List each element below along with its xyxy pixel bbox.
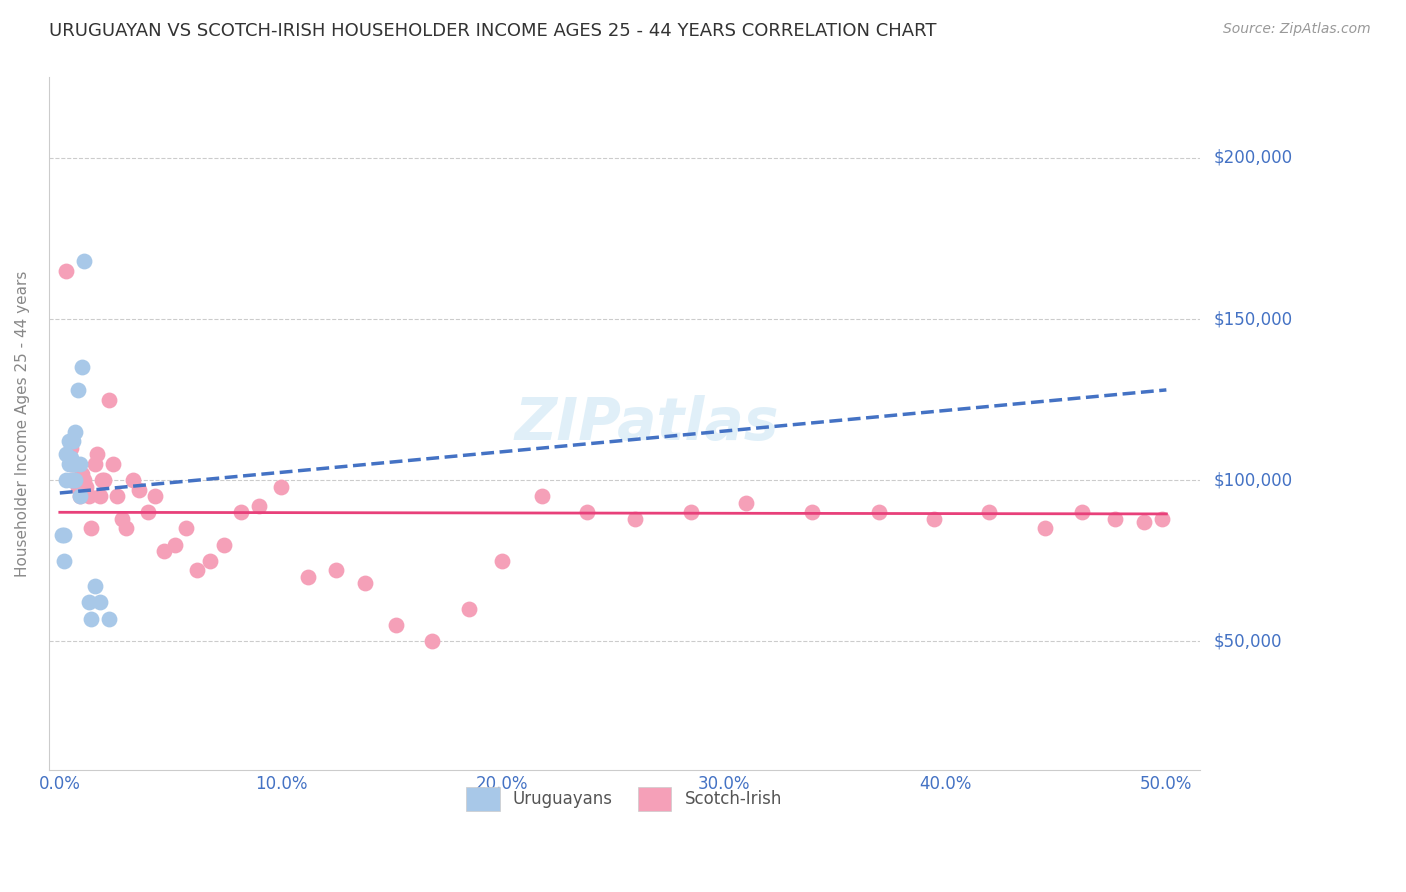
Point xyxy=(66,479,89,493)
Point xyxy=(66,383,89,397)
Point xyxy=(62,434,84,449)
Point xyxy=(325,563,347,577)
Point xyxy=(186,563,208,577)
Point xyxy=(89,489,111,503)
Point xyxy=(247,499,270,513)
Point xyxy=(734,495,756,509)
Point xyxy=(55,263,77,277)
Point xyxy=(86,447,108,461)
Point xyxy=(105,489,128,503)
Point xyxy=(1071,505,1094,519)
Text: Source: ZipAtlas.com: Source: ZipAtlas.com xyxy=(1223,22,1371,37)
Point xyxy=(59,473,82,487)
Point xyxy=(58,457,80,471)
Point xyxy=(65,473,87,487)
Point xyxy=(458,602,481,616)
Point xyxy=(115,521,138,535)
Point xyxy=(270,479,292,493)
Text: $150,000: $150,000 xyxy=(1213,310,1292,328)
Point xyxy=(84,457,107,471)
Point xyxy=(979,505,1001,519)
Point xyxy=(174,521,197,535)
Point xyxy=(90,473,112,487)
Point xyxy=(385,618,408,632)
Point xyxy=(53,553,76,567)
Point xyxy=(93,473,115,487)
Point xyxy=(65,457,87,471)
Point xyxy=(101,457,124,471)
Point xyxy=(55,473,77,487)
Point xyxy=(922,512,945,526)
Point xyxy=(801,505,824,519)
Point xyxy=(231,505,253,519)
Point xyxy=(143,489,166,503)
Point xyxy=(77,595,100,609)
Point xyxy=(59,441,82,455)
Point xyxy=(73,473,96,487)
Point xyxy=(62,473,84,487)
Legend: Uruguayans, Scotch-Irish: Uruguayans, Scotch-Irish xyxy=(453,773,796,824)
Point xyxy=(77,489,100,503)
Point xyxy=(1104,512,1126,526)
Point xyxy=(65,473,87,487)
Point xyxy=(121,473,143,487)
Point xyxy=(84,579,107,593)
Point xyxy=(89,595,111,609)
Point xyxy=(200,553,222,567)
Point xyxy=(163,537,186,551)
Point xyxy=(59,457,82,471)
Point xyxy=(69,489,91,503)
Point xyxy=(62,457,84,471)
Point xyxy=(62,473,84,487)
Point xyxy=(70,467,93,481)
Point xyxy=(1033,521,1056,535)
Point xyxy=(97,392,120,407)
Point xyxy=(624,512,647,526)
Text: $50,000: $50,000 xyxy=(1213,632,1282,650)
Point xyxy=(575,505,598,519)
Point xyxy=(65,425,87,439)
Point xyxy=(80,521,103,535)
Text: URUGUAYAN VS SCOTCH-IRISH HOUSEHOLDER INCOME AGES 25 - 44 YEARS CORRELATION CHAR: URUGUAYAN VS SCOTCH-IRISH HOUSEHOLDER IN… xyxy=(49,22,936,40)
Point xyxy=(868,505,890,519)
Text: $200,000: $200,000 xyxy=(1213,149,1292,167)
Point xyxy=(55,447,77,461)
Point xyxy=(354,576,377,591)
Point xyxy=(153,544,176,558)
Text: ZIPatlas: ZIPatlas xyxy=(515,395,779,452)
Point xyxy=(531,489,554,503)
Point xyxy=(1150,512,1173,526)
Point xyxy=(1133,515,1156,529)
Point xyxy=(97,611,120,625)
Point xyxy=(297,570,319,584)
Point xyxy=(111,512,134,526)
Text: $100,000: $100,000 xyxy=(1213,471,1292,489)
Y-axis label: Householder Income Ages 25 - 44 years: Householder Income Ages 25 - 44 years xyxy=(15,270,30,577)
Point xyxy=(80,611,103,625)
Point xyxy=(212,537,235,551)
Point xyxy=(69,489,91,503)
Point xyxy=(75,479,97,493)
Point xyxy=(53,528,76,542)
Point xyxy=(679,505,702,519)
Point xyxy=(138,505,160,519)
Point xyxy=(491,553,513,567)
Point xyxy=(59,450,82,465)
Point xyxy=(51,528,73,542)
Point xyxy=(58,434,80,449)
Point xyxy=(69,457,91,471)
Point xyxy=(73,254,96,268)
Point xyxy=(70,360,93,375)
Point xyxy=(128,483,150,497)
Point xyxy=(420,634,443,648)
